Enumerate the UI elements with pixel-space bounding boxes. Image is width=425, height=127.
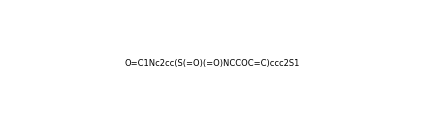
Text: O=C1Nc2cc(S(=O)(=O)NCCOC=C)ccc2S1: O=C1Nc2cc(S(=O)(=O)NCCOC=C)ccc2S1 [125,59,300,68]
